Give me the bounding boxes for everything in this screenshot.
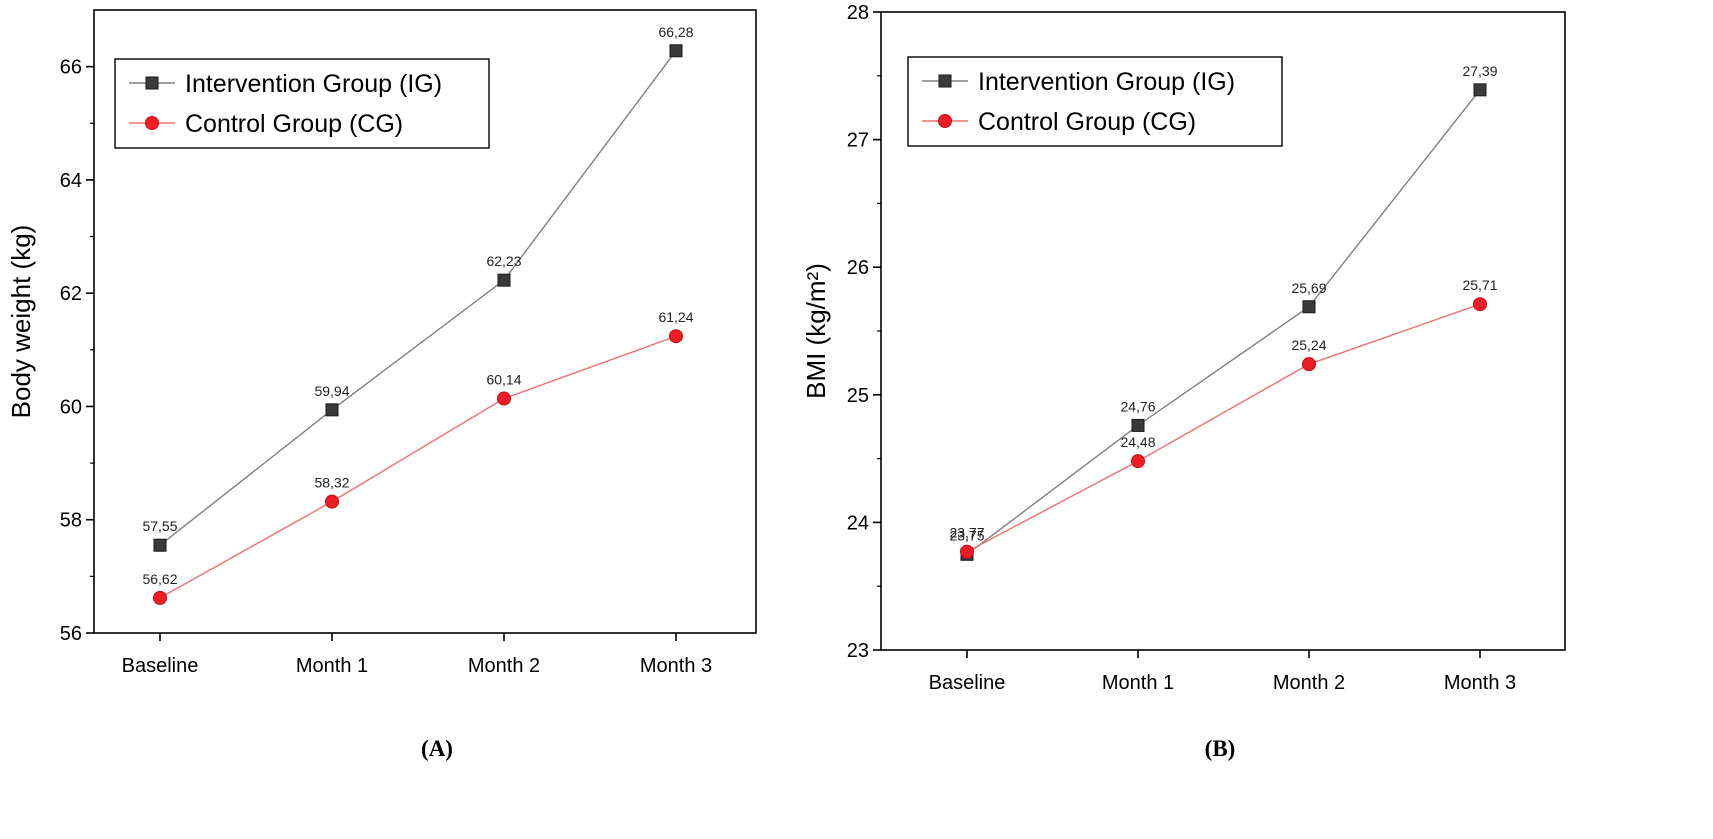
data-label: 24,76 xyxy=(1120,398,1155,414)
data-label: 60,14 xyxy=(486,372,521,388)
y-tick-label: 60 xyxy=(60,396,82,418)
data-point xyxy=(1131,454,1145,469)
x-tick-label: Month 1 xyxy=(1102,672,1174,694)
x-tick-label: Month 3 xyxy=(1444,672,1516,694)
data-label: 23,75 xyxy=(949,527,984,543)
x-tick-label: Baseline xyxy=(122,655,199,677)
legend: Intervention Group (IG) Control Group (CG… xyxy=(907,56,1283,147)
y-tick-label: 56 xyxy=(60,623,82,645)
legend-box xyxy=(114,58,490,149)
panel-label: (B) xyxy=(1205,736,1236,761)
x-tick-label: Month 2 xyxy=(468,655,540,677)
data-point xyxy=(325,403,339,417)
data-point xyxy=(153,590,167,605)
y-tick-label: 27 xyxy=(847,130,869,152)
plot-frame xyxy=(93,9,757,634)
y-tick-label: 25 xyxy=(847,385,869,407)
data-label: 61,24 xyxy=(658,309,693,325)
data-point xyxy=(669,44,683,58)
data-point xyxy=(325,494,339,509)
y-tick-label: 28 xyxy=(847,2,869,24)
data-label: 23,77 xyxy=(949,525,984,541)
data-point xyxy=(960,544,974,559)
y-tick-label: 66 xyxy=(60,57,82,79)
data-label: 59,94 xyxy=(314,383,349,399)
data-point xyxy=(1302,357,1316,372)
data-point xyxy=(669,329,683,344)
data-label: 25,24 xyxy=(1291,337,1326,353)
series-line xyxy=(159,335,677,599)
legend-entry: Control Group (CG) xyxy=(185,110,403,138)
series-line xyxy=(966,303,1481,553)
y-tick-label: 26 xyxy=(847,257,869,279)
legend-entry: Control Group (CG) xyxy=(978,108,1196,136)
legend-entry: Intervention Group (IG) xyxy=(185,70,442,98)
data-point xyxy=(153,538,167,552)
legend-marker xyxy=(938,114,952,128)
data-point xyxy=(1131,418,1145,432)
x-tick-label: Month 3 xyxy=(640,655,712,677)
data-point xyxy=(1473,83,1487,97)
panel-label: (A) xyxy=(421,736,453,761)
y-axis-label: BMI (kg/m²) xyxy=(801,263,831,399)
legend-entry: Intervention Group (IG) xyxy=(978,68,1235,96)
y-axis-label: Body weight (kg) xyxy=(6,225,36,419)
data-label: 25,69 xyxy=(1291,280,1326,296)
data-label: 58,32 xyxy=(314,475,349,491)
data-label: 24,48 xyxy=(1120,434,1155,450)
data-label: 57,55 xyxy=(142,518,177,534)
legend-marker xyxy=(145,76,159,90)
series-line xyxy=(159,50,677,546)
data-label: 66,28 xyxy=(658,24,693,40)
series-intervention: 57,55 59,94 62,23 66,28 xyxy=(142,24,694,552)
data-point xyxy=(1302,300,1316,314)
series-control: 23,77 24,48 25,24 25,71 xyxy=(949,277,1498,559)
legend-marker xyxy=(938,74,952,88)
series-control: 56,62 58,32 60,14 61,24 xyxy=(142,309,694,605)
y-tick-label: 23 xyxy=(847,640,869,662)
y-tick-label: 58 xyxy=(60,510,82,532)
y-tick-label: 64 xyxy=(60,170,82,192)
legend: Intervention Group (IG) Control Group (CG… xyxy=(114,58,490,149)
x-tick-label: Month 2 xyxy=(1273,672,1345,694)
legend-box xyxy=(907,56,1283,147)
y-tick-label: 62 xyxy=(60,283,82,305)
y-tick-label: 24 xyxy=(847,512,869,534)
series-line xyxy=(966,89,1481,555)
data-label: 56,62 xyxy=(142,571,177,587)
data-point xyxy=(1473,297,1487,312)
x-tick-label: Baseline xyxy=(929,672,1006,694)
data-label: 25,71 xyxy=(1462,277,1497,293)
data-point xyxy=(497,273,511,287)
chart-panel-1: 23 24 25 26 27 28 Baseline Month 1 Month 2 Month … xyxy=(801,2,1566,761)
data-label: 62,23 xyxy=(486,253,521,269)
x-tick-label: Month 1 xyxy=(296,655,368,677)
data-label: 27,39 xyxy=(1462,63,1497,79)
chart-panel-0: 56 58 60 62 64 66 Baseline Month 1 Month 2 Month … xyxy=(6,9,757,761)
data-point xyxy=(497,391,511,406)
legend-marker xyxy=(145,116,159,130)
